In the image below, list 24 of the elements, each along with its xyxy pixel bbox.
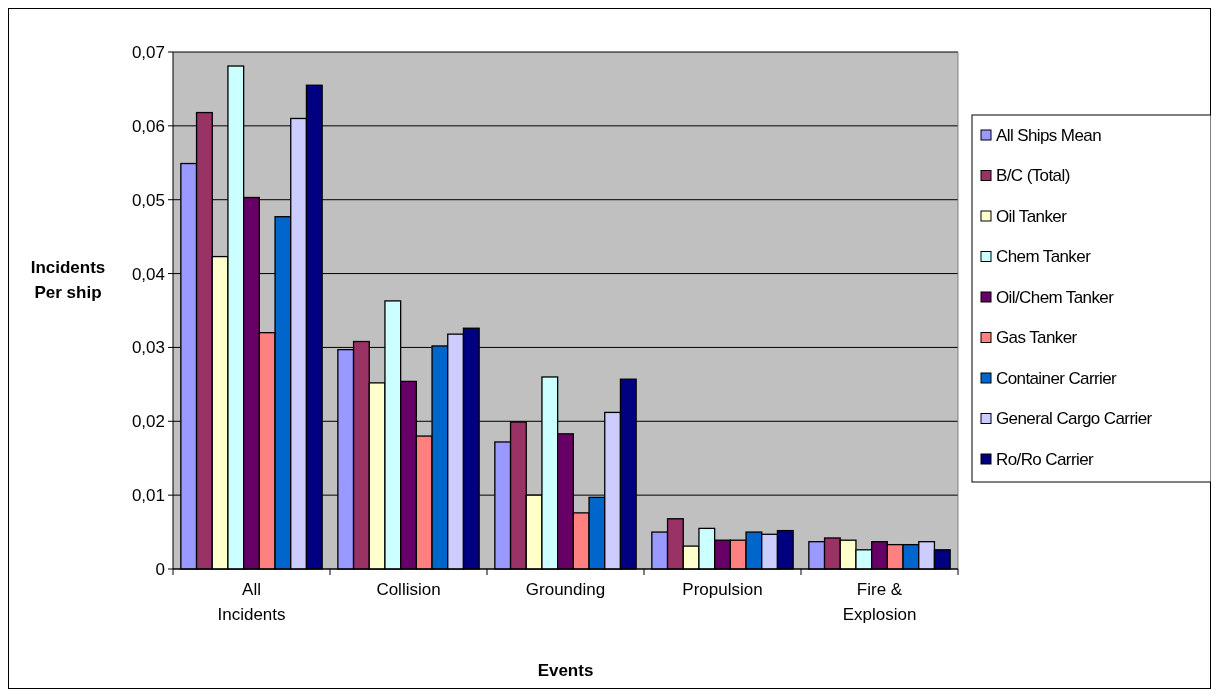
- x-tick-label: Collision: [376, 580, 441, 599]
- y-tick-label: 0,05: [131, 190, 165, 210]
- x-tick-label: Grounding: [525, 580, 606, 599]
- y-tick-label: 0,07: [131, 42, 165, 62]
- x-tick-label: Propulsion: [682, 580, 763, 599]
- legend-label: Oil/Chem Tanker: [996, 287, 1115, 307]
- legend-label: Oil Tanker: [996, 206, 1068, 226]
- legend-label: Gas Tanker: [996, 328, 1078, 348]
- y-tick-label: 0,02: [131, 412, 165, 432]
- x-axis-title: Events: [537, 661, 594, 680]
- y-axis-title: Incidents Per ship: [30, 258, 106, 302]
- y-tick-label: 0: [155, 559, 165, 579]
- y-tick-label: 0,01: [131, 486, 165, 506]
- y-tick-label: 0,06: [131, 116, 165, 136]
- y-tick-label: 0,04: [131, 264, 165, 284]
- legend-label: Chem Tanker: [996, 247, 1092, 267]
- legend-label: General Cargo Carrier: [996, 409, 1153, 429]
- legend-label: Container Carrier: [996, 368, 1118, 388]
- y-tick-label: 0,03: [131, 338, 165, 358]
- legend-label: Ro/Ro Carrier: [996, 449, 1094, 469]
- x-tick-label: All Incidents: [217, 580, 286, 624]
- legend-label: All Ships Mean: [996, 125, 1102, 145]
- x-tick-label: Fire & Explosion: [842, 580, 917, 624]
- legend-label: B/C (Total): [996, 166, 1070, 186]
